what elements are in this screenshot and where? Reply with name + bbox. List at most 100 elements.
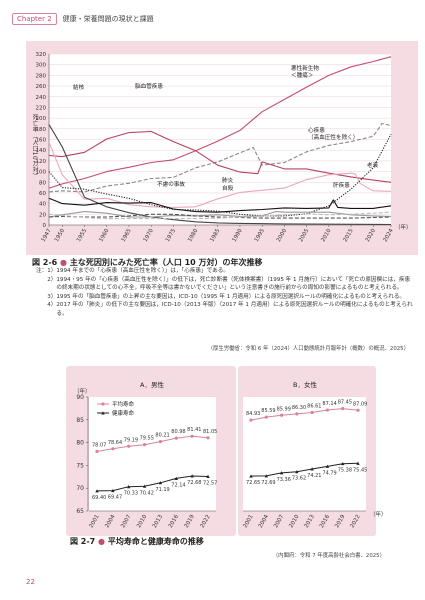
figure-2-6-caption: 図 2-6 ● 主な死因別にみた死亡率（人口 10 万対）の年次推移 [32,257,263,268]
y-tick-label: 75 [76,462,84,469]
data-point [190,434,194,438]
data-point [111,447,115,451]
x-tick-label: 2015 [343,228,355,244]
data-label: 72.65 [246,480,260,486]
data-point [127,484,131,489]
data-label: 69.47 [108,495,122,501]
data-point [190,474,194,478]
note-text: 2017 年の「肺炎」の低下の主な要因は，ICD-10（2013 年版）（201… [56,302,413,317]
data-point [279,471,284,475]
data-point [279,413,284,417]
data-point [158,440,163,444]
data-point [341,461,345,466]
data-label: 85.59 [261,408,275,414]
data-point [249,418,253,422]
series-line [48,124,392,226]
series-line [96,475,209,492]
data-label: 87.45 [338,400,352,406]
data-label: 73.36 [277,477,291,483]
figure-2-7-caption: 図 2-7 ● 平均寿命と健康寿命の推移 [70,536,204,547]
note-label: 3） [36,293,57,300]
data-point [111,488,115,493]
data-label: 75.45 [353,467,367,473]
y-tick-label: 40 [39,202,46,208]
y-tick-label: 320 [36,52,47,58]
figure-2-6-number: 図 2-6 [32,258,58,267]
data-label: 72.14 [171,482,185,488]
x-tick-label: 2016 [168,514,180,530]
data-point [325,408,330,412]
series-label: 不慮の事故 [157,180,185,188]
figure-2-7-title: 平均寿命と健康寿命の推移 [107,537,204,546]
y-tick-label: 80 [39,180,46,186]
data-point [310,410,314,415]
figure-2-6-source: （厚生労働省：令和 6 年（2024）人口動態統計月報年計（概数）の概況．202… [207,346,409,352]
x-tick-label: 2024 [383,228,395,244]
header-title: 健康・栄養問題の現状と課題 [62,15,154,23]
x-tick-label: 2016 [319,514,331,530]
caption-bullet-icon: ● [98,537,106,546]
x-tick-label: 2001 [243,514,255,529]
note-label: 注：1） [36,268,57,274]
figure-2-6-notes: 注：1） 1994 年までの「心疾患（高血圧性を除く）」は，「心疾患」である。 … [36,267,414,319]
y-tick-label: 20 [39,212,46,218]
x-tick-label: 2010 [320,228,332,244]
y-tick-label: 180 [36,127,47,133]
series-label: 心疾患（高血圧性を除く） [308,126,358,141]
x-tick-label: 2001 [89,514,101,529]
plot-area [89,397,216,511]
data-label: 71.19 [155,487,169,493]
x-tick-label: 2010 [136,514,148,530]
series-label: 脳血管疾患 [135,82,163,90]
y-tick-label: 260 [36,84,47,90]
y-axis-label: 死亡率（人口10万対） [31,114,38,179]
note-label: 2） [36,276,57,283]
y-tick-label: 100 [36,170,47,176]
data-point [356,408,360,412]
data-point [341,407,345,411]
data-label: 80.21 [155,433,169,439]
data-point [158,481,163,485]
x-tick-label: 2020 [365,228,377,244]
legend-label: 健康寿命 [112,409,135,417]
data-label: 85.99 [277,406,291,412]
data-point [295,469,299,474]
data-point [295,412,299,416]
series-label: 自殺 [222,184,234,192]
series-line [250,462,359,477]
series-line [48,213,392,219]
x-tick-label: 2013 [152,514,164,530]
chapter-badge: Chapter 2 [12,13,57,25]
x-tick-label: 2004 [104,514,116,530]
data-label: 86.61 [307,403,321,409]
x-tick-label: 2019 [184,514,196,530]
y-tick-label: 60 [39,191,46,197]
x-tick-label: 2022 [200,514,212,529]
series-label: 肝疾患 [333,181,350,189]
plot-area [243,397,366,511]
series-line [48,197,392,213]
series-line [48,211,392,218]
data-point [264,474,268,478]
note-item: 2） 1994・95 年の「心疾患（高血圧性を除く）」の低下は，死亡診断書（死体… [36,276,414,293]
x-tick-label: 1960 [98,228,110,244]
series-line [48,141,392,208]
data-point [142,443,147,447]
x-tick-label: 2013 [304,514,316,530]
data-label: 78.07 [92,442,106,448]
y-tick-label: 140 [36,148,47,154]
note-text: 1995 年の「脳血管疾患」の上昇の主な要因は，ICD-10（1995 年 1 … [56,293,406,300]
data-label: 81.41 [187,427,201,433]
x-tick-label: 1980 [187,228,199,244]
data-label: 72.57 [203,480,217,486]
x-tick-label: 1995 [254,228,266,244]
note-item: 注：1） 1994 年までの「心疾患（高血圧性を除く）」は，「心疾患」である。 [36,267,414,276]
data-point [127,444,131,448]
data-label: 73.62 [292,476,306,482]
data-point [249,474,253,478]
x-tick-label: 2019 [334,514,346,530]
x-axis-label: （年） [395,223,412,231]
x-axis-label: （年） [370,510,387,518]
series-label: 老衰 [367,161,379,169]
